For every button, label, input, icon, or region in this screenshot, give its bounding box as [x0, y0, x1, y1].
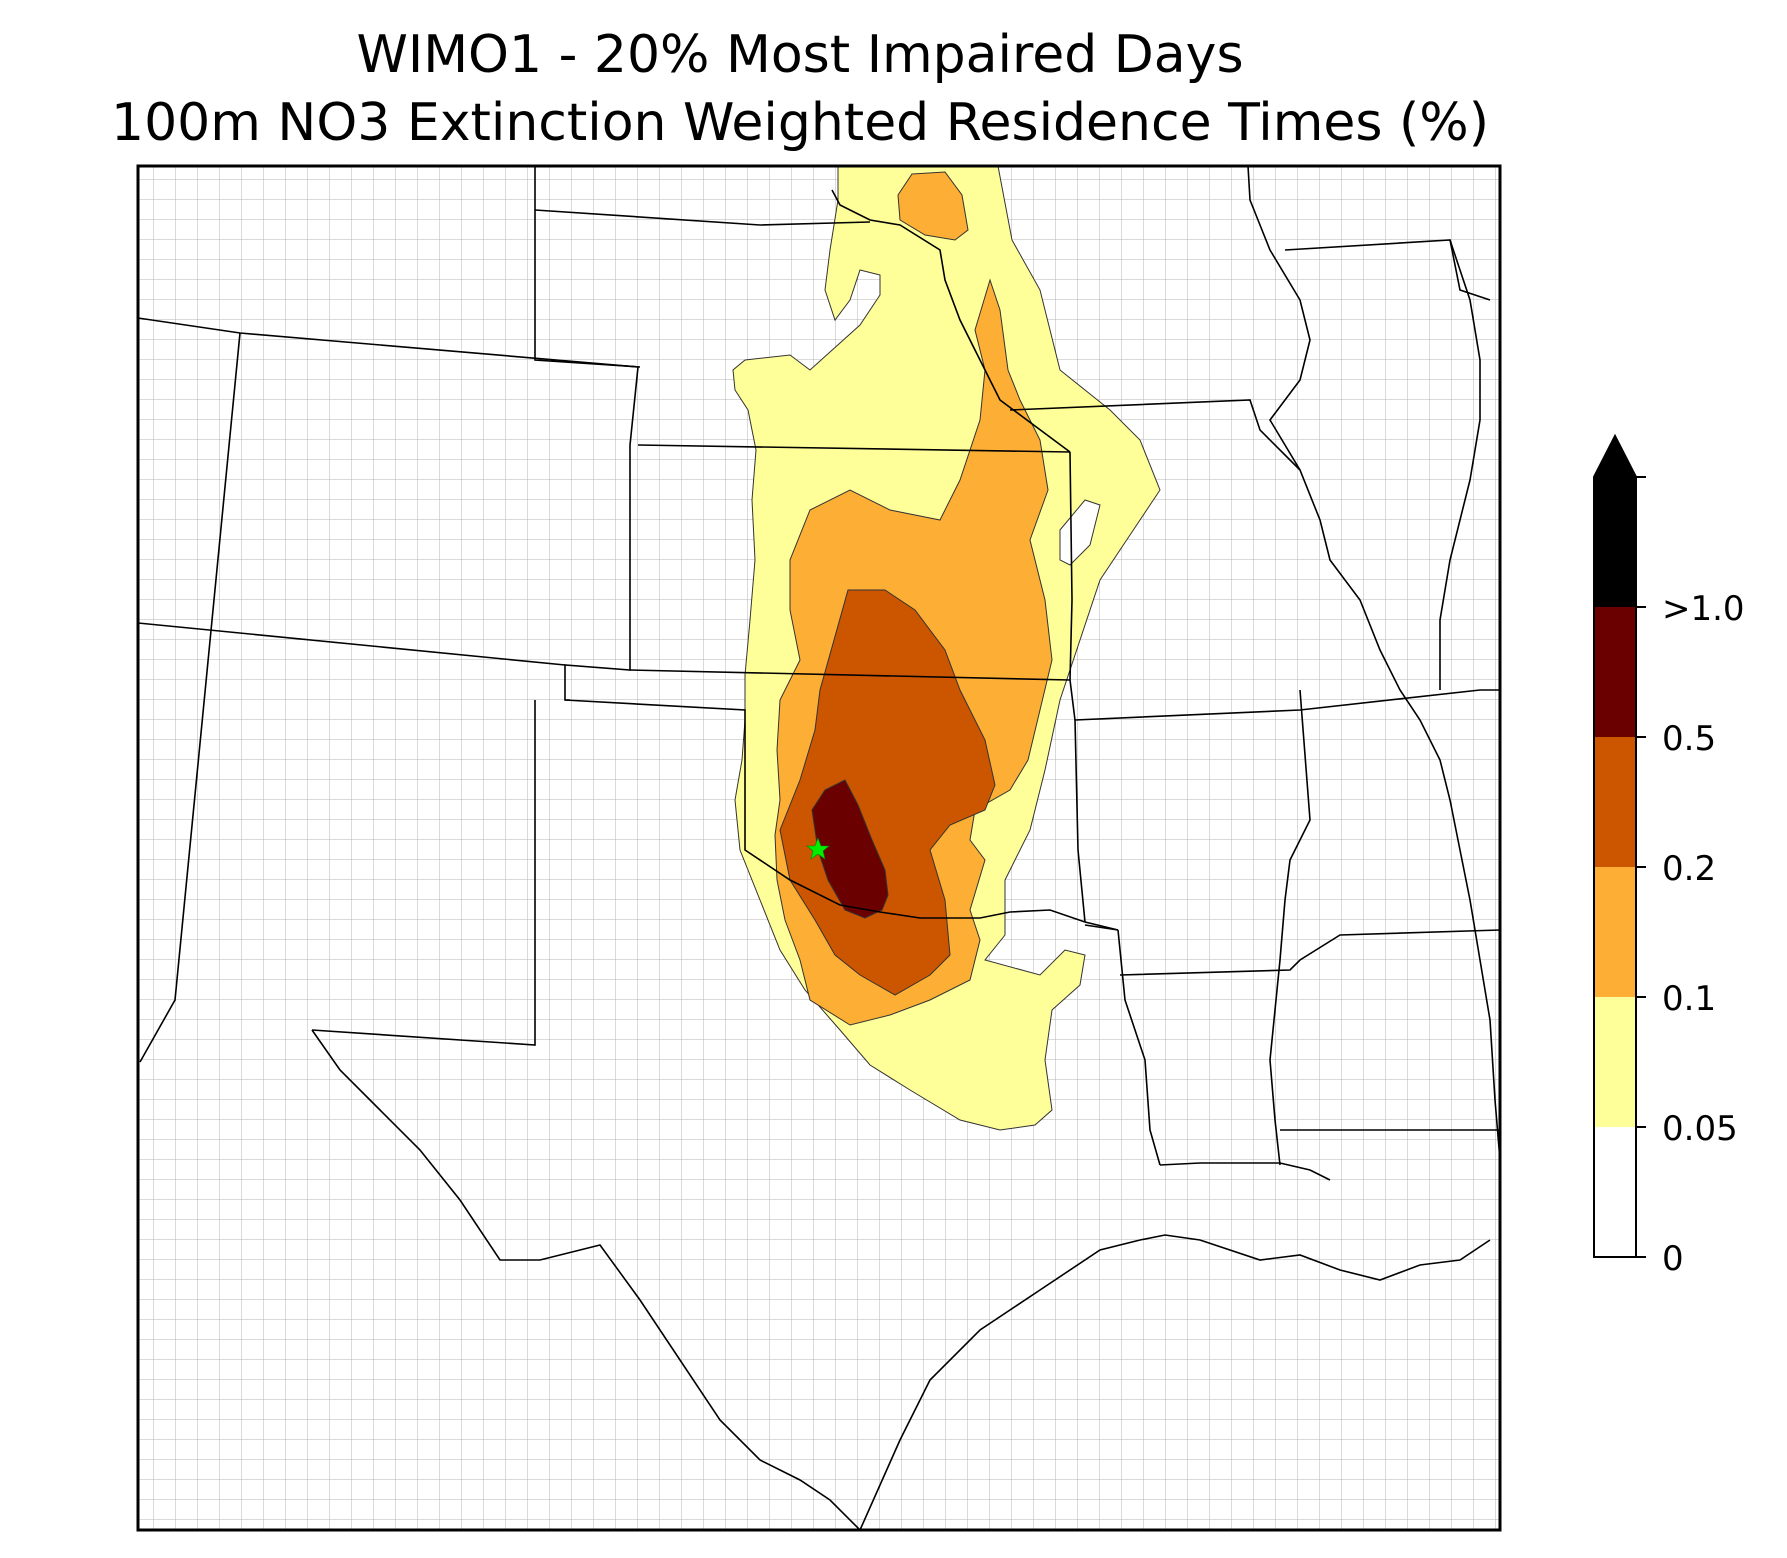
colorbar-tick-label-0.05: 0.05: [1662, 1109, 1738, 1149]
colorbar-segment: [1594, 1127, 1636, 1257]
colorbar-tick-label-0.2: 0.2: [1662, 849, 1717, 889]
colorbar-segment: [1594, 607, 1636, 737]
site-star-icon: [806, 837, 830, 860]
map-frame: [136, 164, 1502, 1532]
colorbar-tick-label-0.5: 0.5: [1662, 719, 1717, 759]
chart-title-line-2: 100m NO3 Extinction Weighted Residence T…: [111, 93, 1489, 153]
colorbar-segment: [1594, 997, 1636, 1127]
state-borders: [138, 166, 1500, 1530]
colorbar-extend-arrow: [1594, 436, 1636, 477]
colorbar-ticks: [1636, 476, 1646, 1258]
colorbar-tick-label-0.1: 0.1: [1662, 979, 1717, 1019]
contour-0.5: [811, 779, 889, 919]
colorbar-tick-label-0: 0: [1662, 1239, 1684, 1279]
contour-0.1-north: [897, 171, 969, 241]
chart-title-line-1: WIMO1 - 20% Most Impaired Days: [356, 25, 1244, 85]
colorbar-segment: [1594, 477, 1636, 607]
colorbar-segment: [1594, 737, 1636, 867]
contour-hole: [1059, 499, 1101, 566]
colorbar: [1593, 433, 1646, 1258]
map-area: [138, 166, 1500, 1530]
colorbar-segment: [1594, 867, 1636, 997]
colorbar-tick-label-1.0: >1.0: [1662, 589, 1745, 629]
